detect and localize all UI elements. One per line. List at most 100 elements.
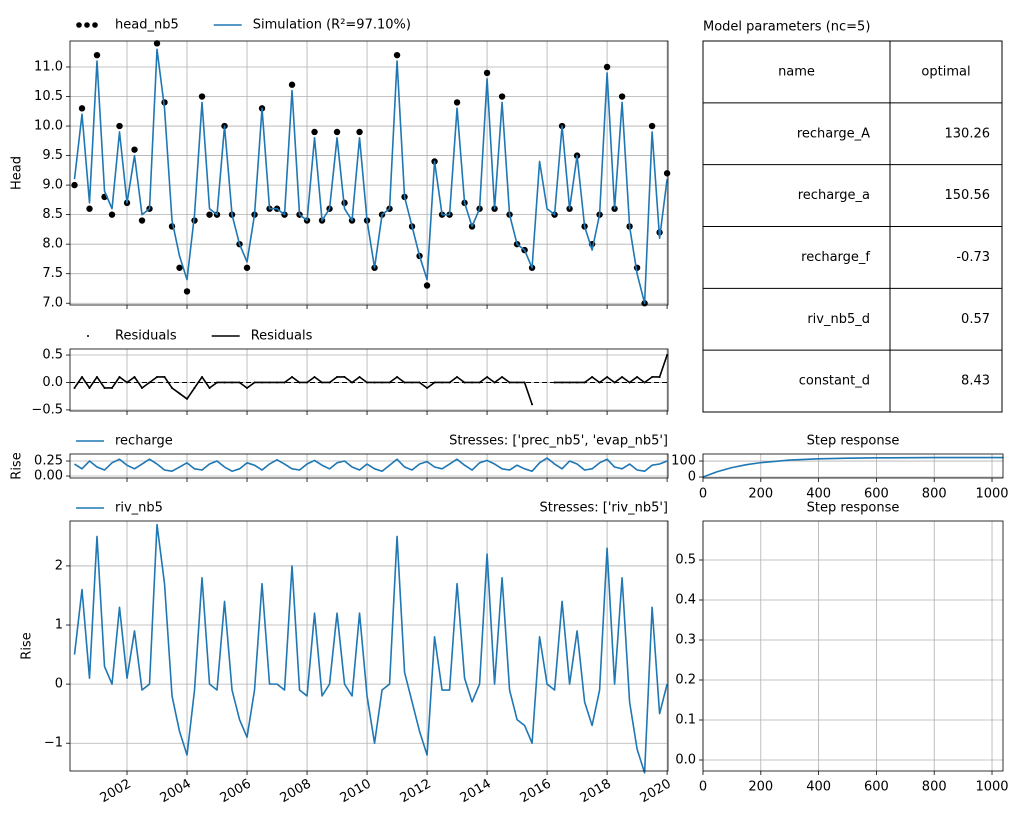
- table-cell: recharge_A: [797, 126, 870, 141]
- x-tick-label: 600: [864, 487, 889, 502]
- x-tick-label: 2012: [398, 777, 434, 807]
- y-tick-label: 2: [55, 558, 63, 573]
- x-tick-label: 800: [922, 487, 947, 502]
- data-point: [131, 146, 138, 153]
- data-point: [93, 51, 101, 59]
- data-point: [108, 211, 116, 218]
- y-tick-label: 0.0: [675, 753, 696, 768]
- data-point: [663, 170, 671, 177]
- data-point: [243, 264, 251, 271]
- y-tick-label: 0.1: [675, 713, 696, 728]
- axes-frame: [702, 453, 1004, 479]
- table-cell: 0.57: [961, 312, 990, 327]
- legend-marker: [87, 335, 89, 337]
- y-tick-label: 0.3: [675, 633, 696, 648]
- data-point: [198, 93, 206, 100]
- x-tick-label: 200: [748, 780, 773, 795]
- data-point: [311, 128, 318, 136]
- table-header: optimal: [921, 64, 970, 79]
- data-line: [74, 457, 668, 473]
- chart-title: Stresses: ['riv_nb5']: [540, 501, 668, 516]
- data-point: [138, 217, 146, 224]
- y-tick-label: 0: [688, 470, 696, 485]
- data-point: [453, 99, 461, 106]
- legend-marker: [76, 22, 82, 28]
- axes-frame: [69, 348, 669, 412]
- table-cell: -0.73: [956, 250, 990, 265]
- x-tick-label: 400: [806, 487, 831, 502]
- chart-title: Step response: [807, 434, 900, 449]
- x-tick-label: 400: [806, 780, 831, 795]
- table-header: name: [778, 64, 815, 79]
- table-cell: 130.26: [945, 126, 991, 141]
- y-tick-label: 0: [55, 677, 63, 692]
- x-tick-label: 600: [864, 780, 889, 795]
- data-point: [423, 282, 431, 289]
- x-tick-label: 2002: [98, 777, 134, 807]
- y-tick-label: −0.5: [31, 402, 63, 417]
- axes-frame: [69, 520, 669, 772]
- y-tick-label: 0.4: [675, 593, 696, 608]
- y-tick-label: 100: [671, 454, 696, 469]
- y-tick-label: 10.0: [34, 119, 63, 134]
- data-point: [78, 105, 86, 112]
- x-tick-label: 800: [922, 780, 947, 795]
- axes-frame: [702, 520, 1004, 772]
- x-tick-label: 1000: [975, 780, 1008, 795]
- data-point: [498, 93, 506, 100]
- y-tick-label: 0.5: [675, 553, 696, 568]
- table-cell: constant_d: [799, 374, 870, 389]
- chart-title: Step response: [807, 501, 900, 516]
- y-tick-label: 0.2: [675, 673, 696, 688]
- data-point: [153, 40, 161, 47]
- legend-label: recharge: [115, 434, 173, 449]
- table-cell: recharge_f: [801, 250, 870, 265]
- legend-label: Residuals: [251, 329, 313, 344]
- axes-frame: [69, 453, 669, 479]
- data-line: [702, 456, 1004, 478]
- legend-label: head_nb5: [115, 18, 179, 33]
- legend-label: riv_nb5: [115, 501, 163, 516]
- x-tick-label: 2014: [458, 777, 494, 807]
- data-point: [71, 181, 78, 189]
- table-cell: riv_nb5_d: [807, 312, 870, 327]
- x-tick-label: 2018: [578, 777, 614, 807]
- data-point: [116, 122, 123, 130]
- x-tick-label: 0: [699, 780, 707, 795]
- table-cell: 8.43: [961, 374, 990, 389]
- data-point: [393, 51, 401, 59]
- data-point: [86, 205, 93, 212]
- data-line: [73, 48, 668, 305]
- data-point: [206, 211, 213, 218]
- y-tick-label: 10.5: [34, 89, 63, 104]
- legend-marker: [84, 22, 90, 28]
- table-cell: recharge_a: [798, 188, 870, 203]
- y-tick-label: −1: [44, 736, 63, 751]
- x-tick-label: 2008: [278, 777, 314, 807]
- data-line: [73, 354, 668, 405]
- y-tick-label: 7.0: [42, 296, 63, 311]
- y-axis-label: Rise: [20, 632, 35, 659]
- y-tick-label: 1: [55, 618, 63, 633]
- data-point: [618, 93, 626, 100]
- data-point: [648, 122, 656, 130]
- y-axis-label: Head: [10, 156, 25, 190]
- y-tick-label: 9.0: [42, 178, 63, 193]
- data-point: [483, 69, 491, 77]
- y-tick-label: 8.5: [42, 207, 63, 222]
- y-tick-label: 7.5: [42, 266, 63, 281]
- x-tick-label: 2004: [158, 777, 194, 807]
- x-tick-label: 2020: [638, 777, 674, 807]
- y-tick-label: 0.5: [42, 348, 63, 363]
- data-point: [603, 63, 611, 71]
- chart-title: Stresses: ['prec_nb5', 'evap_nb5']: [449, 434, 668, 449]
- data-point: [356, 128, 363, 136]
- y-tick-label: 0.0: [42, 375, 63, 390]
- x-tick-label: 2016: [518, 777, 554, 807]
- axes-frame: [69, 40, 669, 306]
- table-cell: 150.56: [945, 188, 991, 203]
- y-axis-label: Rise: [10, 452, 25, 479]
- x-tick-label: 200: [748, 487, 773, 502]
